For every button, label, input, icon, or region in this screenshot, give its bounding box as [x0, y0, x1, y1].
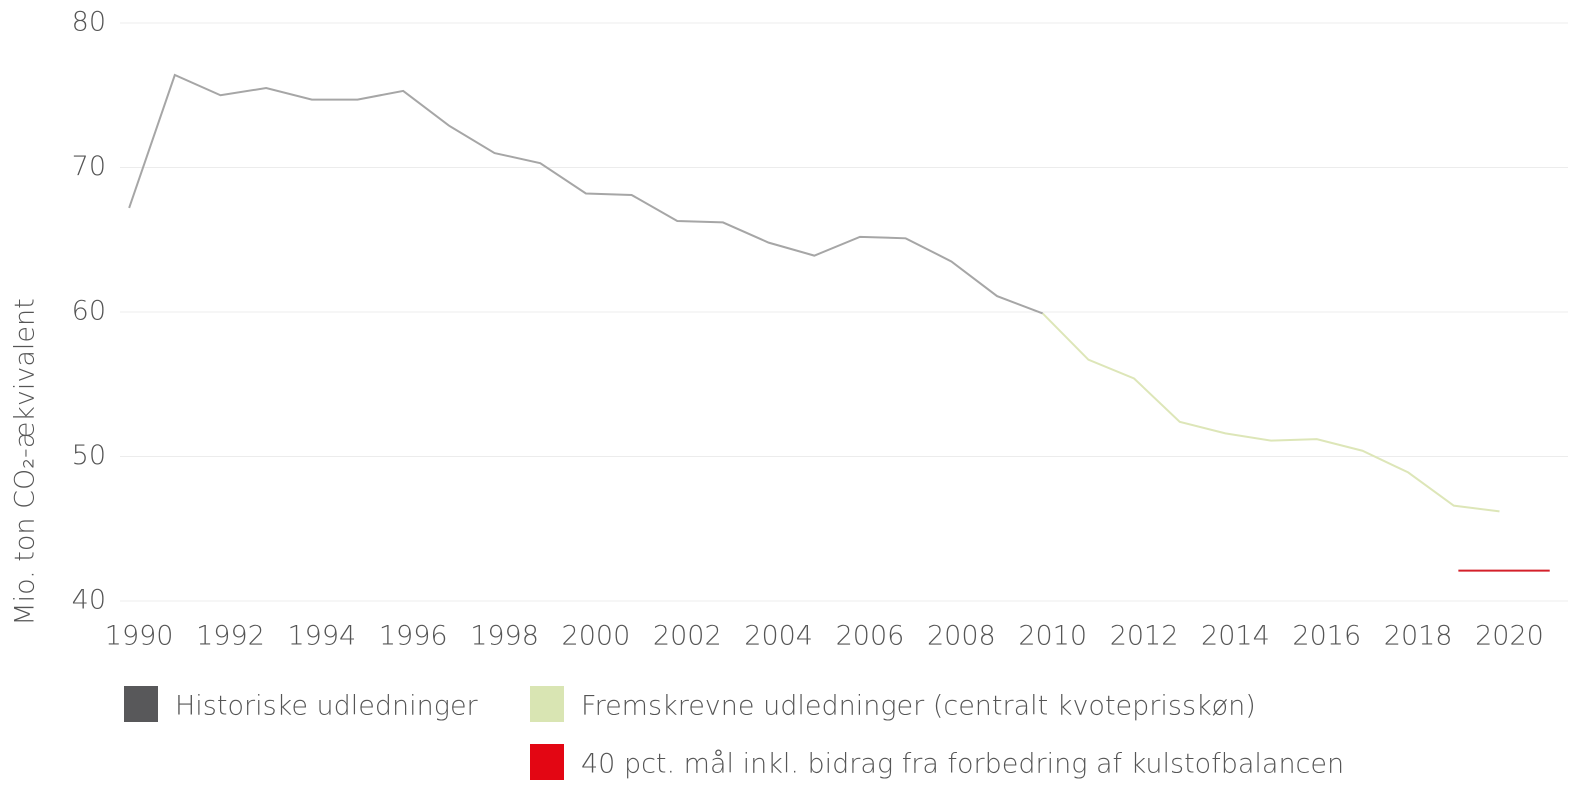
series-line: [128, 73, 1044, 315]
legend-label: Historiske udledninger: [175, 691, 479, 722]
y-tick-label: 80: [72, 7, 106, 38]
x-tick-label: 2000: [562, 621, 631, 652]
x-tick-label: 1996: [379, 621, 448, 652]
y-tick-label: 70: [72, 151, 106, 182]
legend-swatch: [530, 686, 564, 722]
x-tick-label: 2008: [927, 621, 996, 652]
x-tick-label: 1998: [470, 621, 539, 652]
series-line: [1041, 312, 1500, 513]
y-axis-label: Mio. ton CO₂-ækvivalent: [10, 298, 41, 625]
x-tick-label: 2014: [1201, 621, 1270, 652]
x-tick-label: 2006: [836, 621, 905, 652]
x-tick-label: 2010: [1018, 621, 1087, 652]
y-tick-label: 40: [72, 585, 106, 616]
y-tick-label: 60: [72, 296, 106, 327]
x-tick-label: 2020: [1475, 621, 1544, 652]
legend-label: 40 pct. mål inkl. bidrag fra forbedring …: [581, 749, 1344, 780]
y-tick-label: 50: [72, 440, 106, 471]
x-tick-label: 2018: [1384, 621, 1453, 652]
legend-swatch: [530, 744, 564, 780]
legend-swatch: [124, 686, 158, 722]
x-tick-label: 2016: [1292, 621, 1361, 652]
x-tick-label: 1990: [105, 621, 174, 652]
x-tick-label: 2002: [653, 621, 722, 652]
x-tick-label: 1994: [287, 621, 356, 652]
x-tick-label: 1992: [196, 621, 265, 652]
x-tick-label: 2004: [744, 621, 813, 652]
x-tick-label: 2012: [1110, 621, 1179, 652]
legend-label: Fremskrevne udledninger (centralt kvotep…: [581, 691, 1256, 722]
